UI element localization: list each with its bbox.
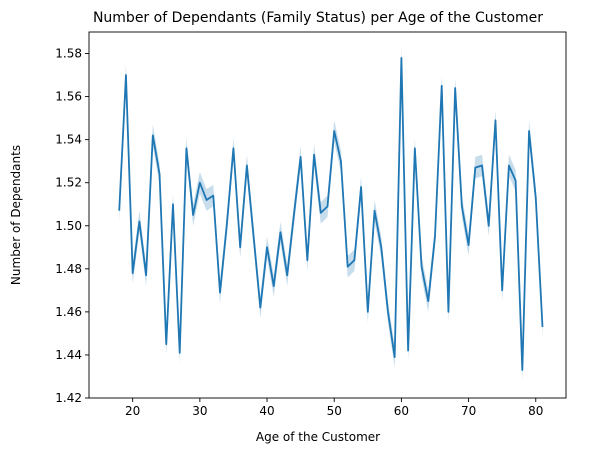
x-tick-label: 70: [461, 404, 476, 418]
y-tick-label: 1.44: [55, 348, 82, 362]
y-tick-label: 1.56: [55, 90, 82, 104]
x-tick-label: 20: [125, 404, 140, 418]
y-tick-label: 1.50: [55, 219, 82, 233]
y-tick-label: 1.52: [55, 176, 82, 190]
x-tick-label: 40: [259, 404, 274, 418]
x-tick-label: 50: [327, 404, 342, 418]
confidence-band: [119, 47, 543, 381]
y-tick-label: 1.54: [55, 133, 82, 147]
series-line: [118, 56, 544, 371]
y-axis-label: Number of Dependants: [9, 145, 23, 285]
x-tick-label: 30: [192, 404, 207, 418]
plot-area: [118, 47, 544, 381]
y-tick-label: 1.42: [55, 391, 82, 405]
x-tick-label: 60: [394, 404, 409, 418]
y-tick-label: 1.46: [55, 305, 82, 319]
y-tick-label: 1.58: [55, 47, 82, 61]
chart-title: Number of Dependants (Family Status) per…: [93, 10, 543, 26]
x-axis-label: Age of the Customer: [256, 430, 380, 444]
axes-frame: [88, 31, 567, 399]
y-tick-label: 1.48: [55, 262, 82, 276]
x-tick-label: 80: [528, 404, 543, 418]
x-axis: 20 30 40 50 60 70 80: [125, 398, 543, 418]
y-axis: 1.42 1.44 1.46 1.48 1.50 1.52 1.54 1.56 1.58: [55, 47, 89, 405]
